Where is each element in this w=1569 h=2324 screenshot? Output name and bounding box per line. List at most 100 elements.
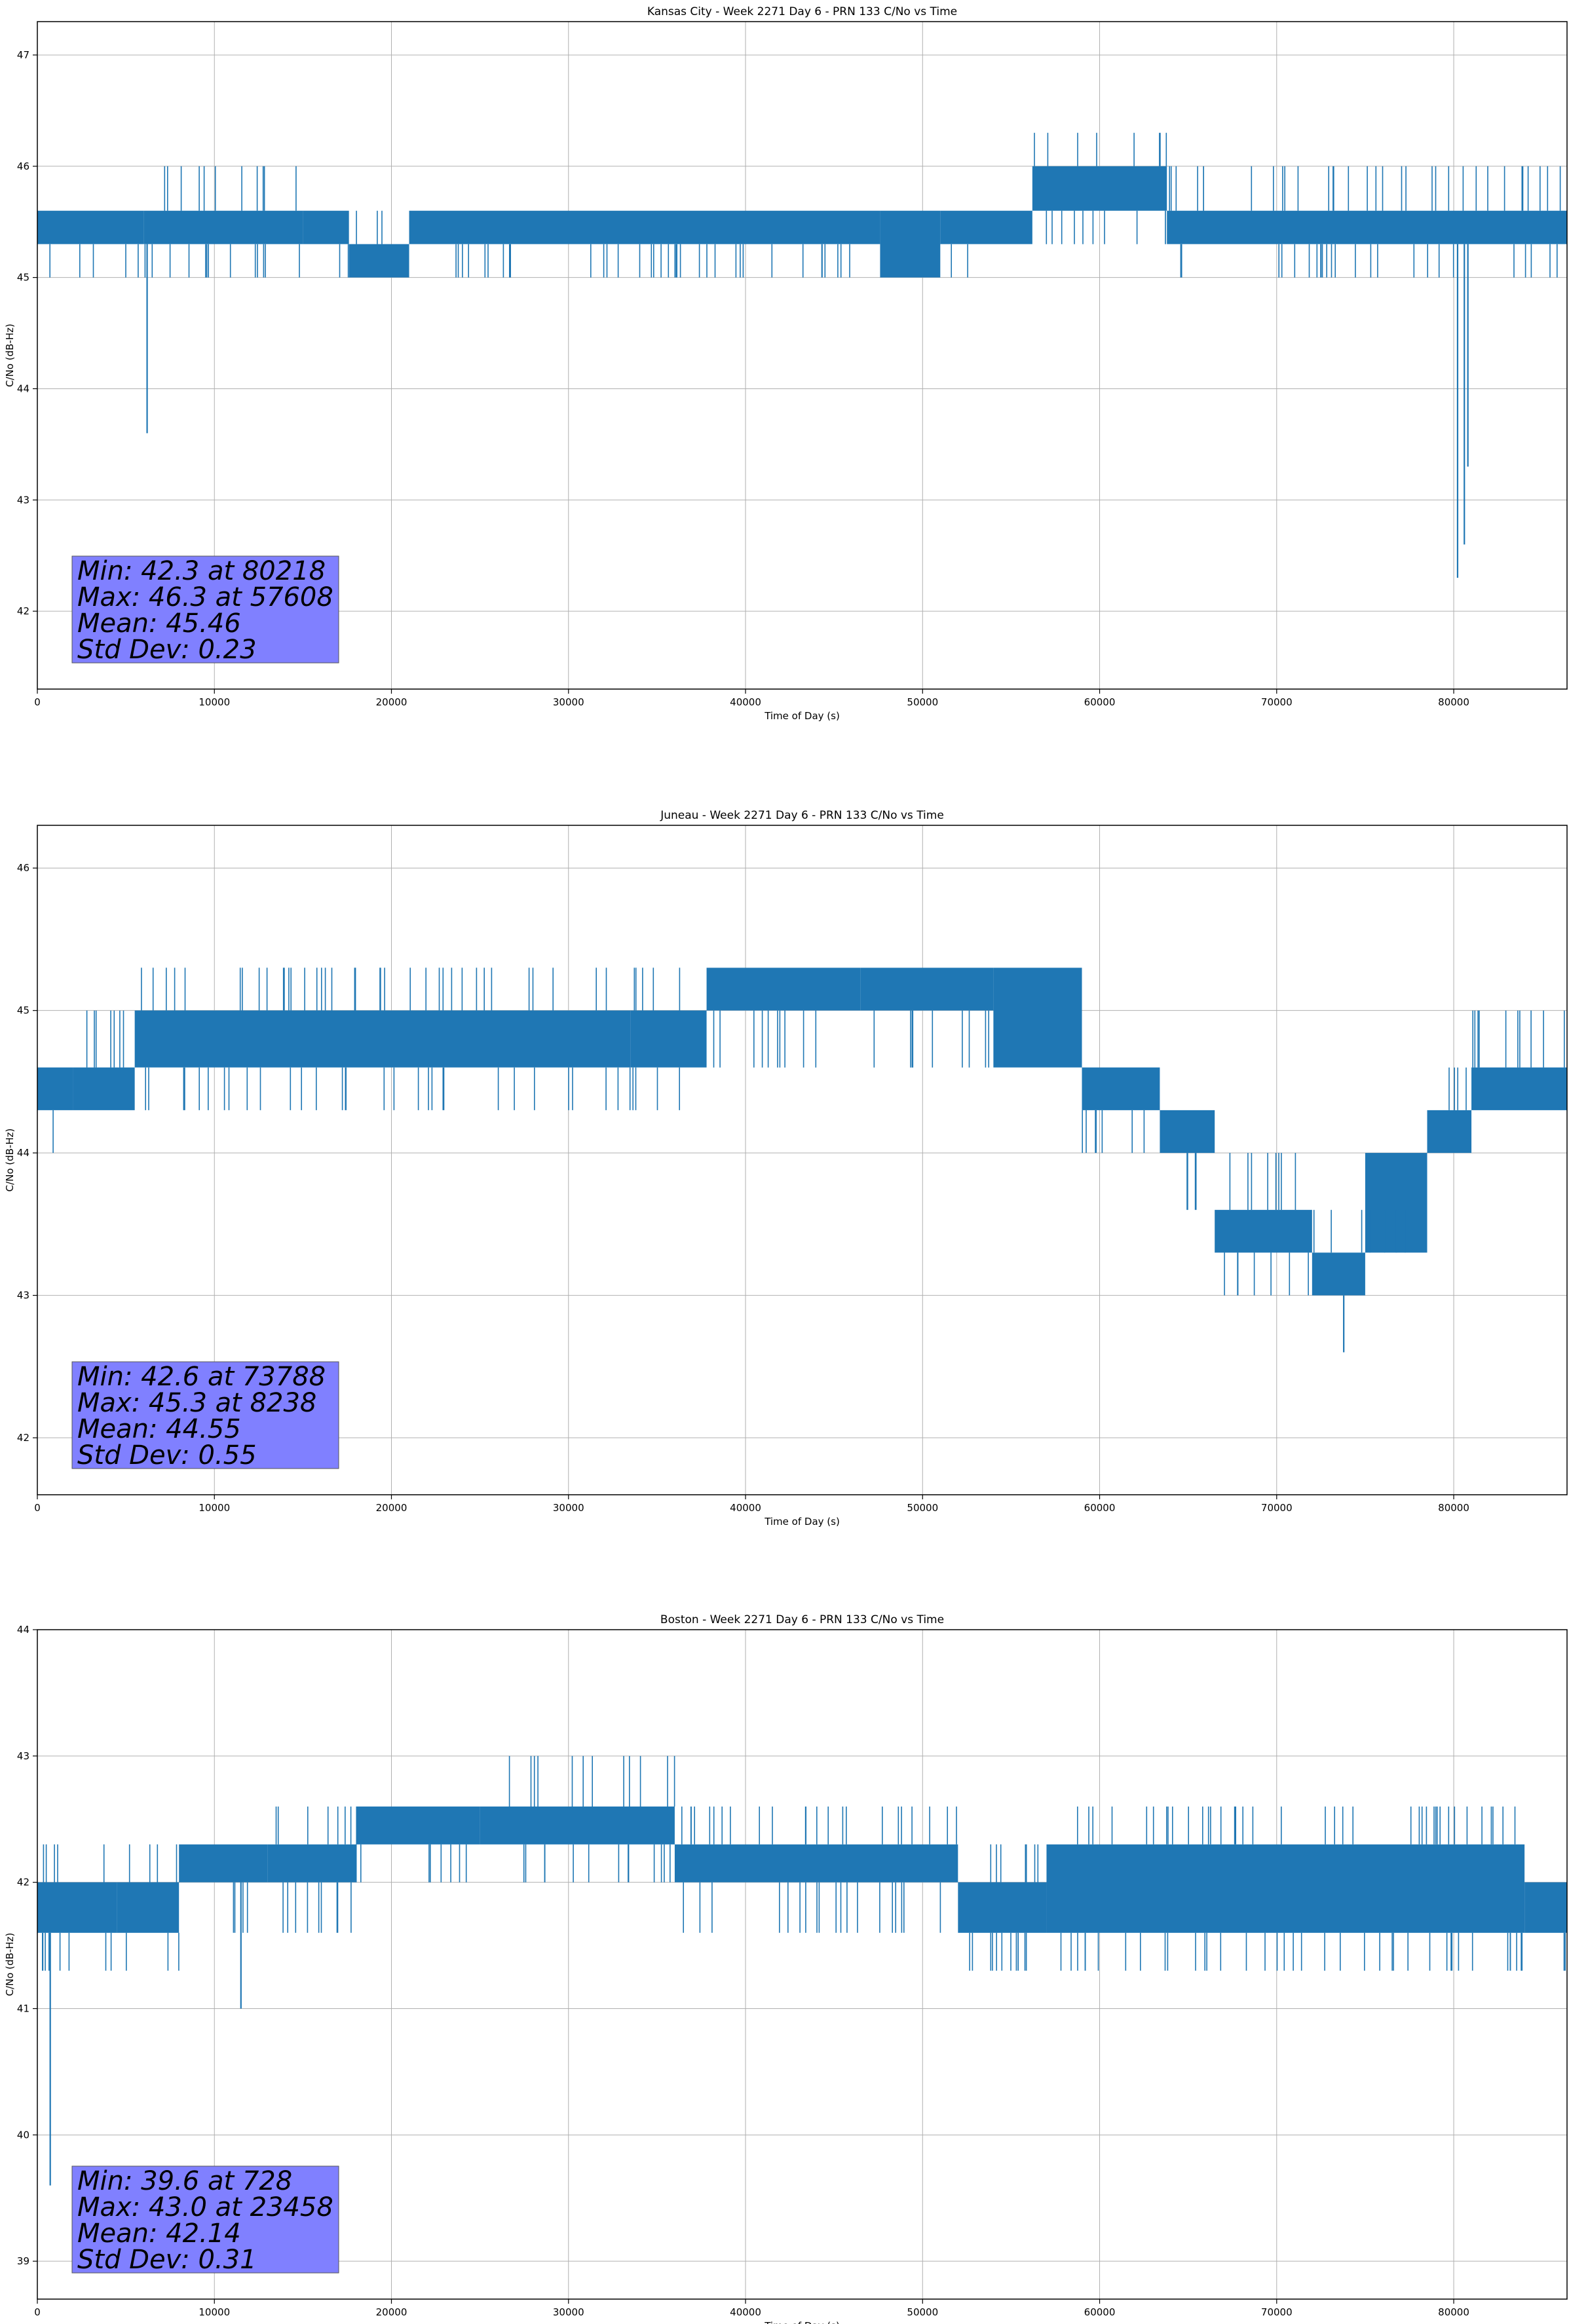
data-spikes <box>144 166 300 278</box>
x-tick-label: 20000 <box>376 2306 407 2318</box>
stats-line: Std Dev: 0.55 <box>77 1440 257 1471</box>
data-band <box>480 1806 675 1845</box>
y-tick-label: 46 <box>17 160 29 172</box>
y-tick-label: 44 <box>17 1147 29 1159</box>
data-band <box>73 1067 135 1110</box>
chart-2: 0 10000 20000 30000 40000 50000 60000 70000 8000… <box>4 809 1568 1527</box>
y-tick-label: 40 <box>17 2129 29 2141</box>
data-band <box>409 210 880 244</box>
plot-frame <box>37 21 1568 690</box>
x-tick-label: 10000 <box>198 696 230 708</box>
stats-box-background <box>71 555 339 664</box>
stats-line: Max: 46.3 at 57608 <box>77 582 333 612</box>
stats-line: Mean: 45.46 <box>77 609 241 639</box>
y-tick-label: 44 <box>17 1624 29 1636</box>
stats-box-background <box>71 2165 339 2274</box>
x-tick-label: 40000 <box>730 1502 761 1514</box>
chart-1: 0 10000 20000 30000 40000 50000 60000 70000 8000… <box>4 5 1568 722</box>
chart-3: 0 10000 20000 30000 40000 50000 60000 70000 8000… <box>4 1613 1568 2324</box>
x-axis-label: Time of Day (s) <box>764 1516 840 1527</box>
data-spikes <box>508 1755 675 1883</box>
data-band <box>1312 1252 1365 1296</box>
data-spikes <box>1186 1153 1197 1210</box>
data-band <box>303 210 349 244</box>
plot-frame <box>37 825 1568 1495</box>
y-tick-label: 41 <box>17 2002 29 2014</box>
data-spikes <box>873 1010 989 1068</box>
x-tick-label: 10000 <box>198 1502 230 1514</box>
data-band <box>1215 1210 1312 1253</box>
data-spikes <box>632 967 681 1110</box>
data-band <box>267 1844 356 1883</box>
data-band <box>706 967 861 1011</box>
x-tick-label: 80000 <box>1438 696 1469 708</box>
x-tick-label: 30000 <box>553 1502 584 1514</box>
y-tick-label: 45 <box>17 1005 29 1017</box>
x-tick-label: 0 <box>34 1502 41 1514</box>
data-spikes <box>1448 1067 1467 1110</box>
data-band <box>860 967 994 1011</box>
x-tick-label: 80000 <box>1438 1502 1469 1514</box>
x-tick-label: 50000 <box>907 1502 938 1514</box>
data-band <box>37 1067 73 1110</box>
data-spikes <box>141 967 631 1110</box>
stats-line: Min: 39.6 at 728 <box>77 2166 292 2196</box>
data-band <box>1167 210 1567 244</box>
data-spikes <box>1313 1210 1363 1253</box>
data-spikes <box>713 1010 817 1068</box>
stats-line: Std Dev: 0.23 <box>77 635 257 665</box>
x-tick-label: 0 <box>34 2306 41 2318</box>
data-spikes <box>1224 1153 1309 1296</box>
chart-title: Juneau - Week 2271 Day 6 - PRN 133 C/No … <box>660 809 944 822</box>
data-spikes <box>455 244 850 278</box>
data-spikes <box>43 1844 112 1971</box>
stats-line: Mean: 44.55 <box>77 1414 241 1444</box>
stats-line: Max: 43.0 at 23458 <box>77 2192 333 2222</box>
stats-line: Min: 42.3 at 80218 <box>77 556 326 586</box>
y-tick-label: 42 <box>17 1877 29 1888</box>
data-band <box>143 210 303 244</box>
stats-line: Min: 42.6 at 73788 <box>77 1362 326 1392</box>
data-band <box>117 1882 180 1933</box>
data-spikes <box>275 1807 352 1933</box>
x-tick-label: 30000 <box>553 2306 584 2318</box>
y-tick-label: 43 <box>17 1290 29 1302</box>
chart-title: Boston - Week 2271 Day 6 - PRN 133 C/No … <box>660 1613 944 1626</box>
data-spikes <box>681 1807 957 1933</box>
data-spikes <box>49 244 139 278</box>
data-spikes <box>1034 132 1167 244</box>
y-axis-label: C/No (dB-Hz) <box>4 324 16 387</box>
data-band <box>1046 1844 1525 1933</box>
series-line <box>37 1755 1567 2186</box>
x-tick-label: 60000 <box>1084 696 1116 708</box>
y-tick-label: 42 <box>17 605 29 617</box>
plot-frame <box>37 1629 1568 2300</box>
data-spikes <box>339 244 349 278</box>
stats-line: Std Dev: 0.31 <box>77 2245 257 2275</box>
data-spikes <box>1472 1010 1565 1068</box>
y-axis-label: C/No (dB-Hz) <box>4 1129 16 1192</box>
data-band <box>356 1806 480 1845</box>
data-band <box>1427 1110 1472 1153</box>
x-tick-label: 20000 <box>376 696 407 708</box>
data-band <box>37 210 144 244</box>
data-band <box>37 1882 117 1933</box>
series-line <box>37 967 1567 1353</box>
data-spikes <box>1082 1110 1145 1153</box>
y-axis-label: C/No (dB-Hz) <box>4 1933 16 1996</box>
data-band <box>1471 1067 1567 1110</box>
x-axis-label: Time of Day (s) <box>764 2320 840 2324</box>
y-tick-label: 43 <box>17 494 29 506</box>
data-band <box>134 1010 631 1068</box>
x-tick-label: 50000 <box>907 696 938 708</box>
x-tick-label: 70000 <box>1261 696 1293 708</box>
series-line <box>37 132 1567 578</box>
x-tick-label: 80000 <box>1438 2306 1469 2318</box>
x-axis-label: Time of Day (s) <box>764 710 840 722</box>
x-tick-label: 60000 <box>1084 1502 1116 1514</box>
grid <box>37 22 1567 689</box>
stats-line: Mean: 42.14 <box>77 2219 241 2249</box>
